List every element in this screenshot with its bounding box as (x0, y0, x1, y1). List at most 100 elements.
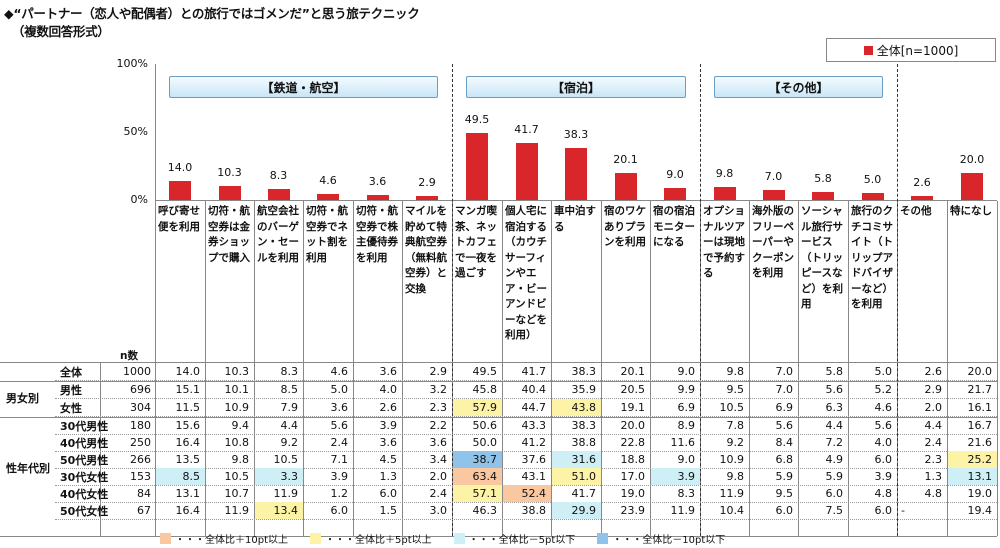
table-cell: 3.3 (280, 470, 299, 483)
category-label: 海外版のフリーペーパーやクーポンを利用 (752, 205, 794, 279)
grid-vline (551, 201, 552, 536)
highlight-cell (255, 468, 303, 485)
table-cell: 4.9 (825, 453, 844, 466)
bar (614, 172, 637, 200)
bar (218, 185, 241, 200)
table-cell: 11.9 (273, 487, 299, 500)
category-label: 旅行のクチコミサイト（トリップアドバイザーなど）を利用 (851, 205, 893, 310)
table-cell: 11.9 (670, 504, 696, 517)
group-separator (897, 64, 898, 536)
legend-label: 全体[n=1000] (876, 43, 959, 58)
group-banner: 【その他】 (714, 76, 883, 98)
highlight-legend-item: ・・・全体比－10pt以下 (597, 531, 725, 546)
highlight-legend-label: ・・・全体比－5pt以下 (468, 534, 576, 546)
table-cell: 10.5 (719, 401, 745, 414)
highlight-cell (503, 485, 551, 502)
table-cell: 38.7 (472, 453, 498, 466)
table-cell: 22.8 (620, 436, 646, 449)
highlight-legend-item: ・・・全体比－5pt以下 (453, 531, 576, 546)
grid-vline (997, 201, 998, 536)
category-label: マンガ喫茶、ネットカフェで一夜を過ごす (455, 205, 497, 279)
table-cell: 2.4 (330, 436, 349, 449)
table-cell: 16.4 (175, 504, 201, 517)
grid-vline (798, 201, 799, 536)
n-header: n数 (120, 350, 138, 362)
table-cell: 1.3 (924, 470, 943, 483)
n-cell: 304 (130, 401, 151, 414)
table-cell: 52.4 (521, 487, 547, 500)
data-label: 4.6 (319, 173, 337, 187)
table-cell: 16.7 (967, 419, 993, 432)
table-cell: - (901, 504, 905, 517)
table-cell: 2.4 (429, 487, 448, 500)
highlight-cell (552, 468, 601, 485)
chart-title: ◆“パートナー（恋人や配偶者）との旅行ではゴメンだ”と思う旅テクニック (4, 6, 420, 21)
table-cell: 4.8 (924, 487, 943, 500)
table-cell: 4.0 (874, 436, 893, 449)
table-cell: 43.8 (571, 401, 597, 414)
table-top-line (0, 362, 997, 363)
table-cell: 29.9 (571, 504, 597, 517)
table-cell: 14.0 (175, 365, 201, 378)
table-cell: 6.0 (775, 504, 794, 517)
table-cell: 4.0 (379, 383, 398, 396)
table-cell: 50.0 (472, 436, 498, 449)
table-cell: 4.6 (330, 365, 349, 378)
bar (762, 190, 785, 200)
bar (812, 192, 834, 200)
data-label: 9.0 (666, 167, 684, 181)
table-cell: 9.8 (726, 470, 745, 483)
group-banner: 【鉄道・航空】 (169, 76, 438, 98)
grid-vline (205, 201, 206, 536)
data-label: 2.9 (418, 176, 436, 190)
highlight-legend-item: ・・・全体比＋5pt以上 (310, 531, 432, 546)
table-cell: 1.2 (330, 487, 349, 500)
y-axis-line (155, 64, 156, 200)
table-cell: 8.5 (280, 383, 299, 396)
section-line (0, 417, 997, 418)
n-cell: 153 (130, 470, 151, 483)
n-cell: 1000 (123, 365, 151, 378)
table-cell: 45.8 (472, 383, 498, 396)
table-cell: 10.9 (224, 401, 250, 414)
highlight-swatch (310, 532, 321, 544)
highlight-cell (156, 468, 205, 485)
table-cell: 19.0 (620, 487, 646, 500)
table-cell: 5.9 (775, 470, 794, 483)
category-label: 航空会社のバーゲン・セールを利用 (257, 205, 299, 264)
table-cell: 4.4 (924, 419, 943, 432)
table-cell: 3.6 (330, 401, 349, 414)
table-cell: 9.8 (231, 453, 250, 466)
bar (713, 186, 736, 200)
chart-subtitle: （複数回答形式） (12, 24, 110, 39)
table-cell: 2.2 (429, 419, 448, 432)
highlight-swatch (597, 532, 609, 544)
table-cell: 13.1 (175, 487, 201, 500)
table-cell: 6.0 (874, 453, 893, 466)
table-cell: 6.0 (379, 487, 398, 500)
table-cell: 3.9 (677, 470, 696, 483)
table-cell: 2.9 (924, 383, 943, 396)
highlight-cell (453, 485, 502, 502)
data-label: 10.3 (217, 165, 242, 179)
group-separator (700, 64, 701, 536)
table-cell: 3.6 (379, 436, 398, 449)
highlight-cell (255, 502, 303, 519)
bar (466, 132, 488, 200)
table-cell: 4.6 (874, 401, 893, 414)
data-label: 20.1 (613, 152, 638, 166)
table-cell: 5.6 (330, 419, 349, 432)
table-cell: 4.4 (825, 419, 844, 432)
table-cell: 38.3 (571, 365, 597, 378)
bar (664, 187, 686, 200)
table-cell: 5.6 (775, 419, 794, 432)
bar (169, 180, 191, 200)
table-cell: 11.9 (719, 487, 745, 500)
table-cell: 18.8 (620, 453, 646, 466)
table-cell: 38.8 (521, 504, 547, 517)
table-cell: 10.5 (224, 470, 250, 483)
bar (861, 193, 884, 200)
table-cell: 5.6 (825, 383, 844, 396)
bar (317, 193, 339, 200)
